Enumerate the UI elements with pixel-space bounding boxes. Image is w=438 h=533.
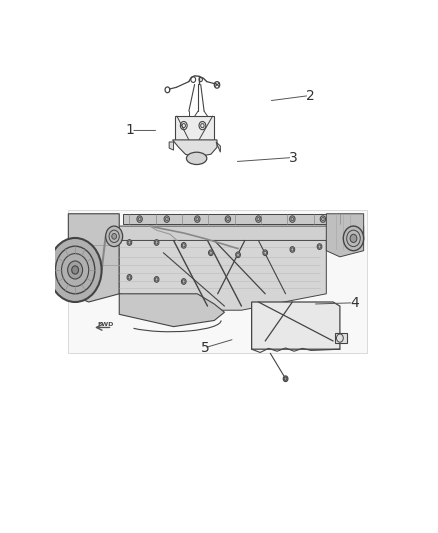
Polygon shape bbox=[335, 333, 346, 343]
Circle shape bbox=[137, 216, 142, 222]
Circle shape bbox=[290, 247, 295, 252]
Circle shape bbox=[194, 216, 200, 222]
Polygon shape bbox=[175, 116, 214, 140]
Text: 5: 5 bbox=[201, 341, 209, 355]
Circle shape bbox=[317, 244, 322, 249]
Circle shape bbox=[283, 376, 288, 382]
Circle shape bbox=[127, 240, 132, 245]
Circle shape bbox=[263, 250, 268, 256]
Text: FWD: FWD bbox=[97, 322, 113, 327]
Polygon shape bbox=[68, 209, 367, 353]
Circle shape bbox=[256, 216, 261, 222]
Polygon shape bbox=[119, 240, 326, 310]
Polygon shape bbox=[102, 226, 364, 248]
Text: 1: 1 bbox=[126, 124, 134, 138]
Circle shape bbox=[236, 252, 240, 257]
Polygon shape bbox=[216, 142, 220, 152]
Polygon shape bbox=[68, 214, 119, 302]
Circle shape bbox=[154, 277, 159, 282]
Polygon shape bbox=[119, 294, 224, 327]
Text: 2: 2 bbox=[306, 88, 314, 102]
Circle shape bbox=[112, 233, 117, 239]
Polygon shape bbox=[251, 302, 340, 349]
Polygon shape bbox=[326, 214, 364, 257]
Circle shape bbox=[225, 216, 230, 222]
Circle shape bbox=[181, 279, 186, 284]
Text: 3: 3 bbox=[289, 150, 298, 165]
Circle shape bbox=[350, 235, 357, 243]
Circle shape bbox=[181, 243, 186, 248]
Circle shape bbox=[127, 274, 132, 280]
Circle shape bbox=[106, 226, 123, 247]
Circle shape bbox=[343, 226, 364, 251]
Circle shape bbox=[72, 266, 78, 274]
Circle shape bbox=[208, 250, 213, 256]
Circle shape bbox=[49, 238, 102, 302]
Circle shape bbox=[164, 216, 170, 222]
Polygon shape bbox=[173, 140, 217, 157]
Circle shape bbox=[320, 216, 325, 222]
Polygon shape bbox=[169, 142, 173, 150]
Circle shape bbox=[67, 261, 83, 279]
Ellipse shape bbox=[187, 152, 207, 165]
Polygon shape bbox=[123, 214, 353, 224]
Circle shape bbox=[154, 240, 159, 245]
Text: 4: 4 bbox=[350, 296, 359, 310]
Circle shape bbox=[290, 216, 295, 222]
